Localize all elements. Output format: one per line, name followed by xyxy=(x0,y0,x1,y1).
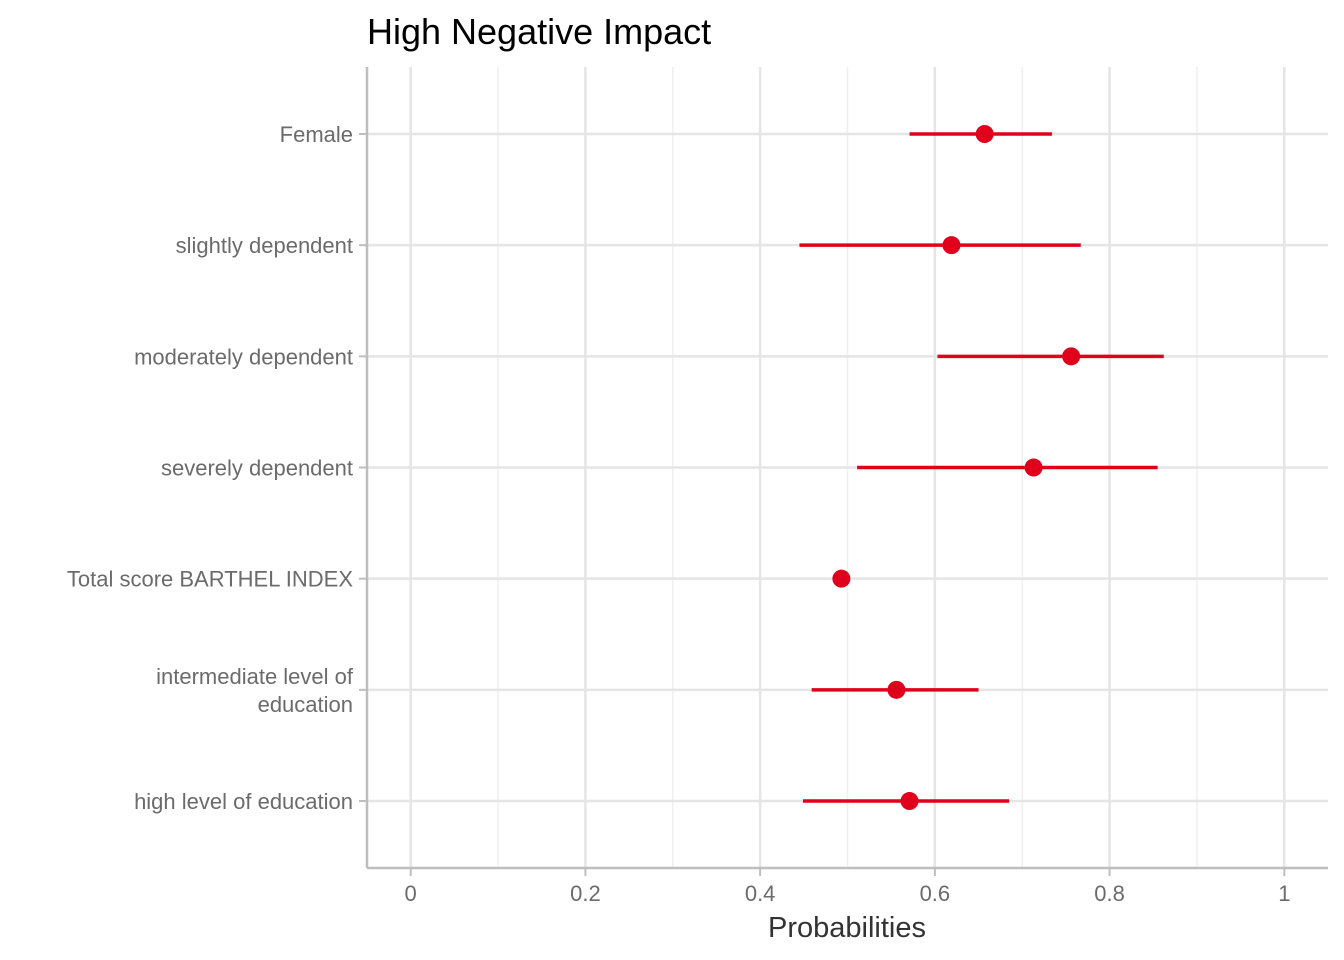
labels-layer: Female slightly dependent moderately depen… xyxy=(67,122,354,814)
x-tick-label: 0.6 xyxy=(920,881,951,906)
grid-layer xyxy=(367,67,1328,868)
marks-layer xyxy=(799,125,1164,811)
x-tick-label: 0.4 xyxy=(745,881,776,906)
data-point xyxy=(887,680,906,699)
data-point xyxy=(1062,347,1081,366)
y-tick-label: intermediate level of education xyxy=(156,664,354,717)
x-tick-label: 0.2 xyxy=(570,881,601,906)
y-tick-label: moderately dependent xyxy=(134,344,353,369)
data-point xyxy=(832,569,851,588)
y-tick-label: high level of education xyxy=(134,789,353,814)
chart-title: High Negative Impact xyxy=(367,11,711,52)
x-axis-title: Probabilities xyxy=(768,912,926,944)
data-point xyxy=(942,236,961,255)
x-tick-label: 0 xyxy=(405,881,417,906)
data-point xyxy=(1024,458,1043,477)
y-tick-label: Total score BARTHEL INDEX xyxy=(67,567,353,592)
data-point xyxy=(900,792,919,811)
y-tick-label: slightly dependent xyxy=(176,233,353,258)
y-tick-label: severely dependent xyxy=(161,456,353,481)
x-tick-label: 0.8 xyxy=(1094,881,1125,906)
y-tick-label: Female xyxy=(280,122,353,147)
x-tick-label: 1 xyxy=(1278,881,1290,906)
data-point xyxy=(975,125,994,143)
axis-layer: 0 0.2 0.4 0.6 0.8 1 xyxy=(359,67,1328,906)
